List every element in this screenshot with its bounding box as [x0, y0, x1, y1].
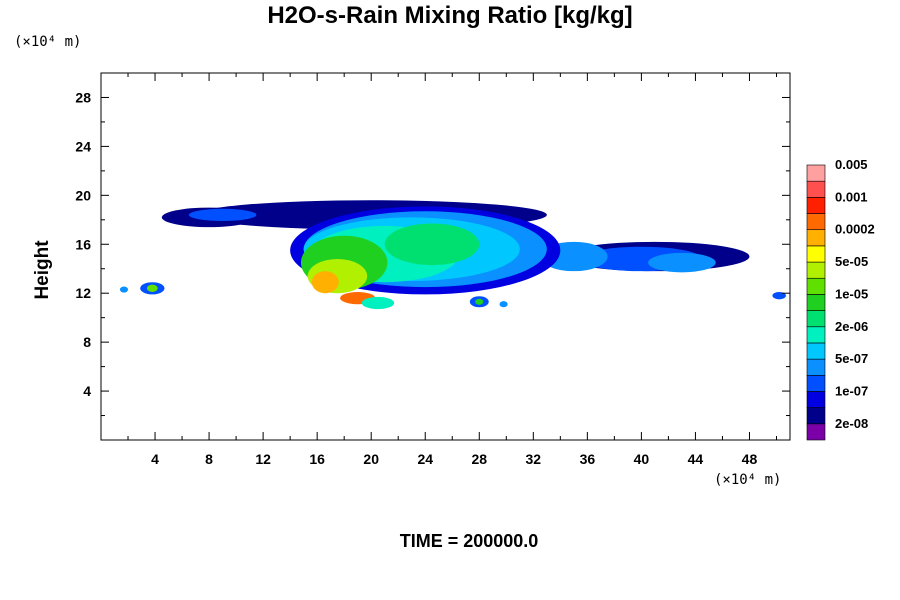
colorbar-swatch [806, 277, 826, 295]
contour-region-18 [146, 284, 158, 292]
colorbar-swatch [806, 294, 826, 311]
colorbar-label: 1e-07 [835, 383, 868, 398]
chart-title: H2O-s-Rain Mixing Ratio [kg/kg] [267, 2, 633, 29]
y-tick-label: 28 [75, 89, 91, 105]
y-tick-label: 24 [75, 138, 91, 154]
contour-region-19 [119, 286, 129, 293]
colorbar-label: 0.001 [835, 189, 868, 204]
colorbar-swatch [806, 180, 826, 198]
x-tick-label: 44 [688, 451, 704, 467]
time-footer: TIME = 200000.0 [399, 531, 539, 551]
colorbar-label: 2e-06 [835, 319, 868, 334]
colorbar-label: 0.005 [835, 157, 868, 172]
y-tick-label: 16 [75, 236, 91, 252]
contour-region-12 [384, 223, 480, 266]
contour-region-6 [648, 252, 716, 273]
contour-region-14 [311, 271, 339, 294]
y-tick-label: 8 [83, 334, 91, 350]
x-tick-label: 8 [205, 451, 213, 467]
colorbar-swatch [806, 407, 826, 425]
y-tick-label: 20 [75, 187, 91, 203]
colorbar: 2e-08 1e-07 5e-07 2e-06 1e-05 5e-05 0.0002 0.00… [806, 157, 875, 441]
colorbar-label: 2e-08 [835, 416, 868, 431]
plot-frame [100, 72, 791, 441]
contour-region-23 [772, 291, 786, 300]
contour-region-16 [361, 296, 395, 310]
x-axis-unit: (×10⁴ m) [714, 472, 782, 488]
colorbar-swatch [806, 423, 826, 441]
colorbar-label: 5e-07 [835, 351, 868, 366]
colorbar-swatch [806, 326, 826, 344]
x-tick-label: 4 [151, 451, 159, 467]
x-tick-label: 24 [417, 451, 433, 467]
contour-region-22 [499, 301, 508, 308]
colorbar-swatch [806, 261, 826, 279]
x-tick-label: 48 [742, 451, 758, 467]
colorbar-swatch [806, 213, 826, 231]
colorbar-swatch [806, 342, 826, 360]
y-tick-label: 4 [83, 383, 91, 399]
plot-content [119, 200, 786, 310]
colorbar-swatch [806, 164, 826, 182]
colorbar-label: 1e-05 [835, 286, 868, 301]
colorbar-label: 0.0002 [835, 222, 875, 237]
x-tick-label: 12 [255, 451, 271, 467]
x-tick-label: 16 [309, 451, 325, 467]
x-tick-label: 32 [526, 451, 542, 467]
x-tick-label: 40 [634, 451, 650, 467]
colorbar-swatch [806, 374, 826, 392]
colorbar-swatch [806, 245, 826, 263]
colorbar-label: 5e-05 [835, 254, 868, 269]
x-tick-label: 36 [580, 451, 596, 467]
x-tick-label: 20 [363, 451, 379, 467]
contour-region-2 [188, 208, 257, 222]
colorbar-swatch [806, 358, 826, 376]
colorbar-swatch [806, 391, 826, 408]
x-tick-label: 28 [471, 451, 487, 467]
colorbar-swatch [806, 197, 826, 214]
y-axis-unit: (×10⁴ m) [14, 34, 82, 50]
colorbar-swatch [806, 229, 826, 247]
y-tick-label: 12 [75, 285, 91, 301]
contour-region-21 [475, 298, 484, 305]
colorbar-swatch [806, 310, 826, 328]
